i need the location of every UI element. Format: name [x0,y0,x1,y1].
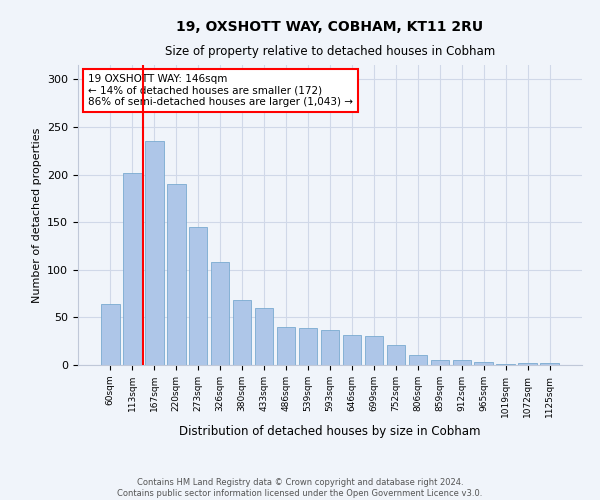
Bar [431,360,449,365]
Bar [386,345,405,365]
Bar [475,362,493,365]
Bar [541,363,559,365]
Bar [365,336,383,365]
Bar [299,328,317,365]
Text: 19, OXSHOTT WAY, COBHAM, KT11 2RU: 19, OXSHOTT WAY, COBHAM, KT11 2RU [176,20,484,34]
Bar [277,327,295,365]
Bar [189,227,208,365]
Bar [233,300,251,365]
Bar [101,304,119,365]
Bar [496,364,515,365]
Text: Size of property relative to detached houses in Cobham: Size of property relative to detached ho… [165,45,495,58]
X-axis label: Distribution of detached houses by size in Cobham: Distribution of detached houses by size … [179,425,481,438]
Text: Contains HM Land Registry data © Crown copyright and database right 2024.
Contai: Contains HM Land Registry data © Crown c… [118,478,482,498]
Bar [145,141,164,365]
Bar [123,172,142,365]
Y-axis label: Number of detached properties: Number of detached properties [32,128,41,302]
Bar [343,336,361,365]
Bar [320,330,340,365]
Bar [167,184,185,365]
Bar [255,308,274,365]
Text: 19 OXSHOTT WAY: 146sqm
← 14% of detached houses are smaller (172)
86% of semi-de: 19 OXSHOTT WAY: 146sqm ← 14% of detached… [88,74,353,107]
Bar [409,354,427,365]
Bar [452,360,471,365]
Bar [518,363,537,365]
Bar [211,262,229,365]
